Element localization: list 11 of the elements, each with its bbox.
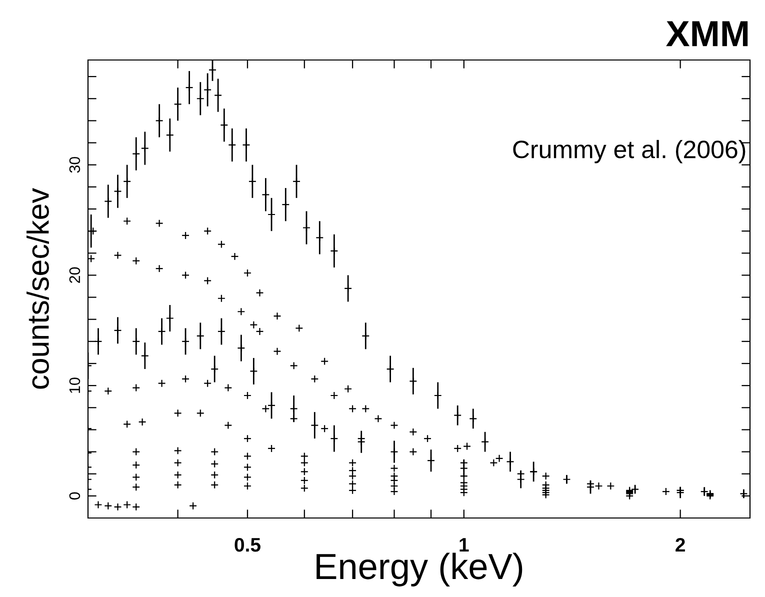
y-tick-label: 20 bbox=[69, 267, 80, 283]
chart-title: XMM bbox=[666, 21, 748, 46]
x-tick-label: 1 bbox=[460, 538, 469, 552]
x-axis-title: Energy (keV) bbox=[316, 552, 522, 586]
x-tick-label: 0.5 bbox=[234, 538, 260, 552]
y-axis-title: counts/sec/kev bbox=[26, 188, 49, 389]
y-tick-label: 30 bbox=[69, 156, 80, 173]
y-tick-label: 0 bbox=[69, 492, 80, 500]
annotation: Crummy et al. (2006) bbox=[513, 140, 746, 164]
y-tick-label: 10 bbox=[69, 378, 80, 393]
x-tick-label: 2 bbox=[676, 538, 685, 552]
